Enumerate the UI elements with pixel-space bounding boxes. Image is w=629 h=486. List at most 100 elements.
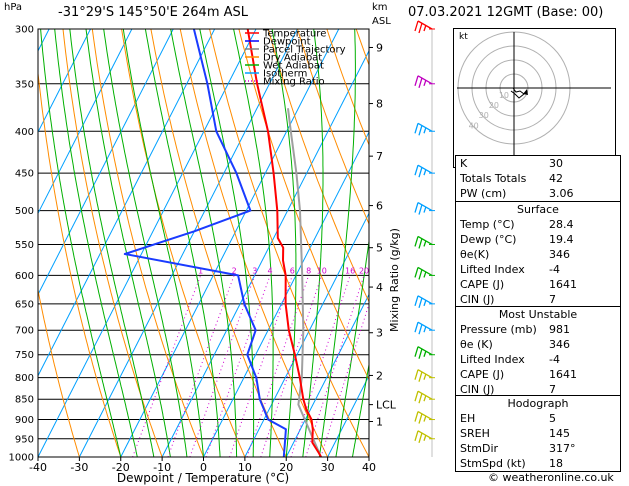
isotherm-line [285,293,369,457]
dry-adiabat-line [267,29,369,303]
mixing-ratio-label: 25 [373,266,383,275]
indices-label: CAPE (J) [460,368,505,381]
parcel-trajectory-line [287,108,322,457]
indices-box-title: Hodograph [507,397,569,410]
isotherm-line [244,212,369,457]
mixing-ratio-line [229,275,293,457]
wind-barb [414,369,435,382]
indices-value: 7 [549,293,556,306]
indices-label: PW (cm) [460,187,507,200]
wet-adiabat-line [85,29,171,457]
pressure-tick-label: 800 [15,373,34,384]
dry-adiabat-line [209,29,369,457]
wind-barb [414,122,435,136]
mixing-ratio-line [320,302,369,457]
indices-value: 5 [549,412,556,425]
pressure-tick-label: 400 [15,127,34,138]
legend-label: Parcel Trajectory [263,45,346,56]
height-label: 5 [376,242,383,255]
wet-adiabat-line [54,29,138,457]
temperature-tick-label: -30 [70,461,88,474]
wet-adiabat-line [318,29,356,457]
indices-label: K [460,157,468,170]
pressure-tick-label: 350 [15,79,34,90]
indices-label: CIN (J) [460,293,495,306]
x-axis-label: Dewpoint / Temperature (°C) [117,471,289,485]
dry-adiabat-line [121,29,246,457]
isotherm-line [38,29,91,134]
mixing-ratio-label: 16 [345,266,355,275]
pressure-tick-label: 900 [15,415,34,426]
legend-label: Mixing Ratio [263,77,325,88]
pressure-tick-label: 500 [15,206,34,217]
indices-value: 18 [549,457,563,470]
mixing-ratio-label: 10 [317,266,327,275]
pressure-tick-label: 950 [15,434,34,445]
height-label: 9 [376,41,383,54]
indices-row: θe(K) 346 [456,247,620,262]
km-unit: km [372,2,388,13]
wet-adiabat-line [335,237,369,457]
wind-barb [414,164,435,178]
temperature-tick-label: 30 [321,461,335,474]
legend-label: Temperature [262,29,326,40]
wet-adiabat-line [351,361,369,457]
wet-adiabat-line [144,29,221,457]
wind-barb [414,346,435,359]
indices-row: Pressure (mb) 981 [456,322,620,337]
temperature-tick-label: 40 [362,461,376,474]
isotherm-line [120,29,340,457]
hodograph-ring-label: 40 [469,121,479,130]
indices-label: θe(K) [460,248,490,261]
indices-box: Most Unstable Pressure (mb) 981 θe (K) 346 Li… [455,306,621,398]
indices-value: 346 [549,338,570,351]
indices-row: Lifted Index -4 [456,262,620,277]
legend-label: Dry Adiabat [263,53,322,64]
height-label: 3 [376,327,383,340]
legend-label: Isotherm [263,69,307,80]
indices-label: StmDir [460,442,499,455]
indices-label: Temp (°C) [460,218,515,231]
mixing-ratio-label: 8 [306,266,311,275]
wind-barb [414,20,435,34]
wet-adiabat-line [103,29,188,457]
indices-label: θe (K) [460,338,493,351]
indices-label: SREH [460,427,490,440]
datetime-title: 07.03.2021 12GMT (Base: 00) [408,5,604,20]
wind-barb [414,266,435,280]
mixing-ratio-label: 2 [232,266,237,275]
legend-label: Dewpoint [263,37,311,48]
location-title: -31°29'S 145°50'E 264m ASL [58,5,249,20]
mixing-ratio-label: 4 [268,266,273,275]
isotherm-line [38,29,257,457]
mixing-ratio-line [260,275,323,457]
indices-label: CIN (J) [460,383,495,396]
dewpoint-line [123,29,287,457]
indices-value: -4 [549,263,560,276]
indices-row: CIN (J) 7 [456,382,620,397]
wind-barb [414,235,435,249]
wet-adiabat-line [69,29,155,457]
dry-adiabat-line [620,29,629,457]
pressure-tick-label: 850 [15,395,34,406]
indices-value: 42 [549,172,563,185]
indices-value: 30 [549,157,563,170]
wet-adiabat-line [271,29,297,457]
indices-label: Lifted Index [460,353,525,366]
wind-barb [414,321,435,335]
temperature-tick-label: 0 [200,461,207,474]
asl-unit: ASL [372,16,391,27]
indices-row: K 30 [456,156,620,171]
pressure-tick-label: 750 [15,350,34,361]
indices-row: θe (K) 346 [456,337,620,352]
mixing-ratio-label: 6 [290,266,295,275]
height-label: 1 [376,416,383,429]
indices-row: EH 5 [456,411,620,426]
indices-row: SREH 145 [456,426,620,441]
indices-row: Lifted Index -4 [456,352,620,367]
isotherm-line [0,29,8,457]
isotherm-line [38,29,133,215]
indices-label: EH [460,412,476,425]
dry-adiabat-line [38,287,80,457]
